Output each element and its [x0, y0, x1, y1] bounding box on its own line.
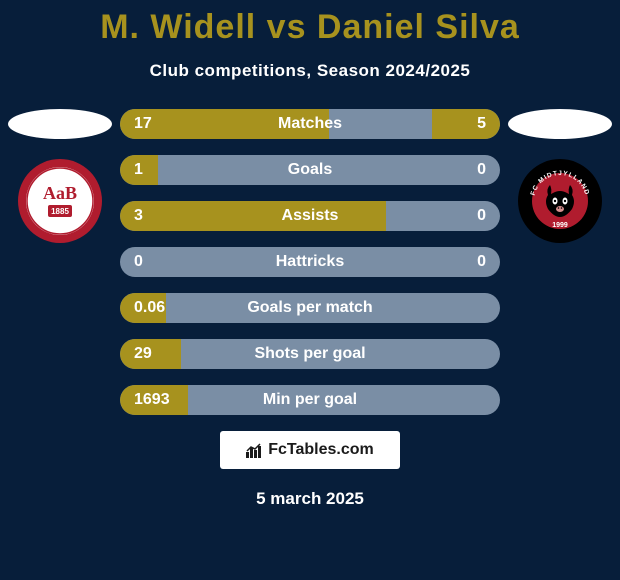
date-text: 5 march 2025 [0, 489, 620, 509]
stat-row: 30Assists [120, 201, 500, 231]
ellipse-left [8, 109, 112, 139]
stat-row: 0.06Goals per match [120, 293, 500, 323]
ellipse-right [508, 109, 612, 139]
stat-label: Goals [120, 161, 500, 179]
stat-row: 175Matches [120, 109, 500, 139]
team-left-badge: AaB 1885 [8, 109, 112, 243]
season-subtitle: Club competitions, Season 2024/2025 [0, 61, 620, 81]
stat-row: 00Hattricks [120, 247, 500, 277]
team-right-badge: FC MIDTJYLLAND 1999 [508, 109, 612, 243]
comparison-card: M. Widell vs Daniel Silva Club competiti… [0, 0, 620, 580]
stat-label: Matches [120, 115, 500, 133]
stat-rows: 175Matches 10Goals 30Assists 00Hattricks 0.0… [120, 109, 500, 415]
stat-label: Hattricks [120, 253, 500, 271]
stat-label: Goals per match [120, 299, 500, 317]
svg-text:1999: 1999 [552, 222, 568, 229]
stat-label: Shots per goal [120, 345, 500, 363]
stat-label: Assists [120, 207, 500, 225]
stat-row: 10Goals [120, 155, 500, 185]
stat-row: 1693Min per goal [120, 385, 500, 415]
brand-badge: FcTables.com [220, 431, 400, 469]
stats-area: AaB 1885 [0, 109, 620, 415]
stat-label: Min per goal [120, 391, 500, 409]
brand-text: FcTables.com [268, 441, 374, 459]
crest-right: FC MIDTJYLLAND 1999 [518, 159, 602, 243]
stat-row: 29Shots per goal [120, 339, 500, 369]
page-title: M. Widell vs Daniel Silva [0, 8, 620, 47]
brand-icon [246, 442, 264, 458]
svg-text:1885: 1885 [51, 207, 69, 216]
svg-text:AaB: AaB [43, 183, 77, 203]
crest-left: AaB 1885 [18, 159, 102, 243]
